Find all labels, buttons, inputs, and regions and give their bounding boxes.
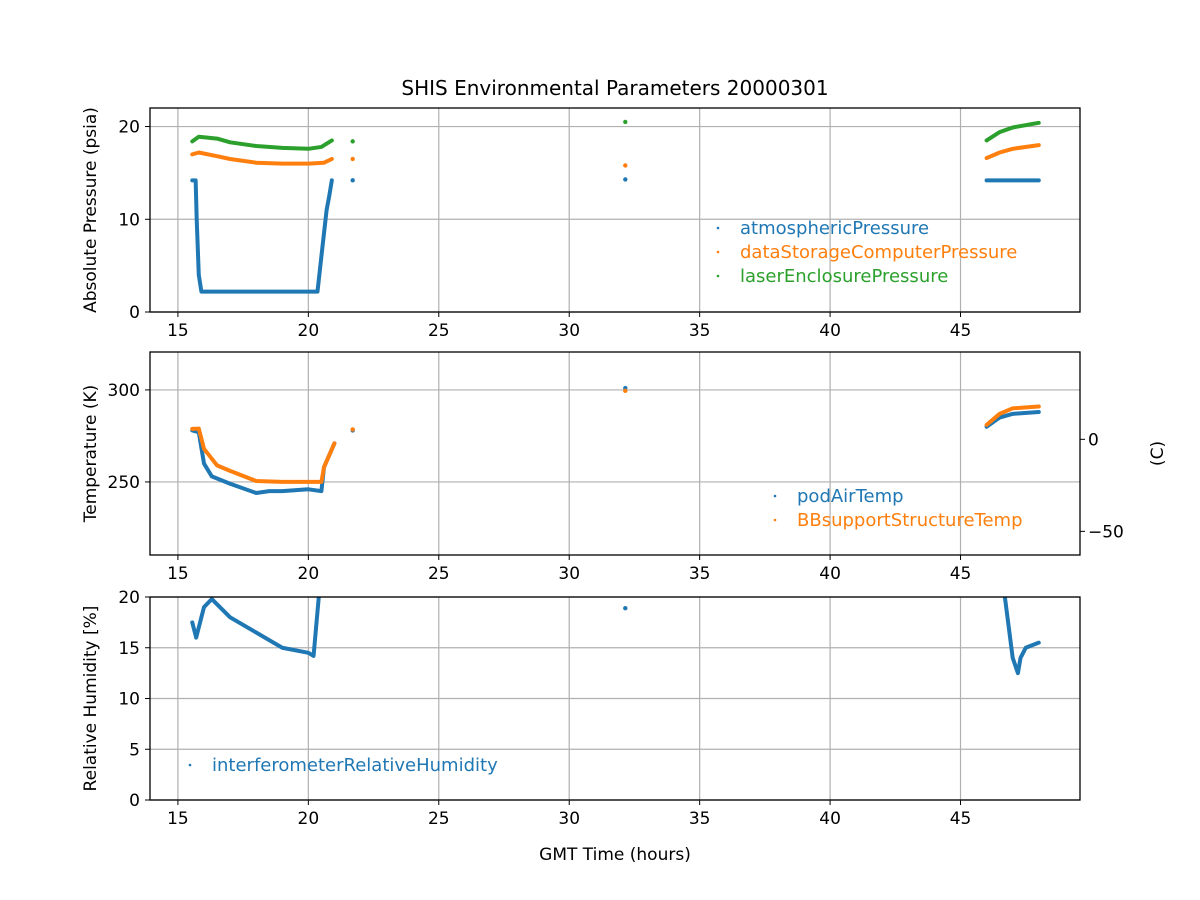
data-point-atmosphericPressure	[350, 178, 355, 183]
y-axis-label: Temperature (K)	[81, 385, 101, 524]
data-series-laserEnclosurePressure	[190, 134, 334, 151]
data-series-podAirTemp	[984, 409, 1041, 429]
data-series-interferometerRelativeHumidity	[1002, 597, 1041, 676]
legend-entry: dataStorageComputerPressure	[740, 242, 1017, 263]
data-layer	[190, 597, 1041, 676]
x-tick-label: 35	[689, 809, 711, 829]
y-axis-label: Absolute Pressure (psia)	[81, 107, 101, 313]
legend-entry: BBsupportStructureTemp	[797, 510, 1023, 531]
data-series-dataStorageComputerPressure	[190, 150, 334, 166]
data-point-dataStorageComputerPressure	[623, 163, 628, 168]
x-axis-label: GMT Time (hours)	[539, 845, 691, 865]
x-tick-label: 40	[819, 564, 841, 584]
x-tick-label: 25	[428, 321, 450, 341]
panel-2: 15 20 25 30 35 40 45 250 300 0 −50 (C) Temperature (…	[81, 351, 1168, 584]
x-tick-label: 35	[689, 564, 711, 584]
y-tick-label: 0	[129, 791, 140, 811]
axes-frame	[149, 596, 1081, 801]
x-tick-label: 25	[428, 809, 450, 829]
x-tick-label: 20	[298, 564, 320, 584]
y-tick-label: 5	[129, 740, 140, 760]
data-series-dataStorageComputerPressure	[984, 143, 1041, 161]
x-tick-label: 30	[558, 321, 580, 341]
data-point-interferometerRelativeHumidity	[623, 605, 628, 611]
data-series-podAirTemp	[190, 428, 337, 495]
y-tick-label: 20	[118, 118, 140, 138]
legend-entry: podAirTemp	[797, 486, 904, 507]
x-tick-label: 40	[819, 809, 841, 829]
panel-3: 15 20 25 30 35 40 45 0 5 10 15 20 Relative Humidity …	[81, 588, 1081, 829]
x-tick-label: 40	[819, 321, 841, 341]
x-tick-label: 30	[558, 809, 580, 829]
legend-entry: atmosphericPressure	[740, 218, 929, 239]
secondary-y-tick-label: 0	[1088, 430, 1099, 450]
data-point-BBsupportStructureTemp	[623, 388, 628, 394]
secondary-y-tick-label: −50	[1088, 522, 1124, 542]
panel-1: 15 20 25 30 35 40 45 0 10 20 Absolute Pressure (ps…	[81, 107, 1081, 341]
y-tick-label: 250	[108, 473, 140, 493]
y-tick-label: 10	[118, 210, 140, 230]
x-tick-label: 35	[689, 321, 711, 341]
x-tick-label: 20	[298, 321, 320, 341]
legend-marker	[716, 226, 720, 230]
x-tick-label: 15	[167, 809, 189, 829]
chart-title: SHIS Environmental Parameters 20000301	[401, 76, 828, 100]
y-axis-label: Relative Humidity [%]	[81, 606, 101, 792]
legend-marker	[716, 274, 720, 278]
legend-entry: interferometerRelativeHumidity	[212, 755, 498, 776]
data-series-interferometerRelativeHumidity	[190, 597, 321, 658]
legend-entry: laserEnclosurePressure	[740, 266, 948, 287]
data-layer	[190, 119, 1041, 294]
legend-marker	[773, 518, 777, 522]
data-point-laserEnclosurePressure	[623, 119, 628, 125]
data-point-dataStorageComputerPressure	[350, 156, 355, 162]
y-tick-label: 10	[118, 690, 140, 710]
y-tick-label: 20	[118, 588, 140, 608]
x-tick-label: 30	[558, 564, 580, 584]
legend-marker	[716, 250, 720, 254]
y-tick-label: 300	[108, 381, 140, 401]
x-tick-label: 20	[298, 809, 320, 829]
x-tick-label: 45	[950, 809, 972, 829]
data-layer	[190, 385, 1041, 495]
y-tick-label: 0	[129, 303, 140, 323]
x-tick-label: 15	[167, 564, 189, 584]
secondary-y-axis-label: (C)	[1148, 441, 1168, 466]
legend-marker	[773, 494, 777, 498]
x-tick-label: 45	[950, 321, 972, 341]
data-series-BBsupportStructureTemp	[984, 404, 1041, 427]
legend-marker	[188, 763, 192, 767]
data-point-laserEnclosurePressure	[350, 139, 355, 144]
data-series-BBsupportStructureTemp	[190, 426, 337, 484]
x-tick-label: 15	[167, 321, 189, 341]
data-point-BBsupportStructureTemp	[350, 427, 355, 432]
axes-frame	[149, 351, 1081, 556]
data-series-atmosphericPressure	[190, 178, 334, 294]
axes-frame	[149, 107, 1081, 313]
data-point-atmosphericPressure	[623, 177, 628, 182]
data-series-laserEnclosurePressure	[984, 120, 1041, 143]
y-tick-label: 15	[118, 639, 140, 659]
x-tick-label: 25	[428, 564, 450, 584]
x-tick-label: 45	[950, 564, 972, 584]
